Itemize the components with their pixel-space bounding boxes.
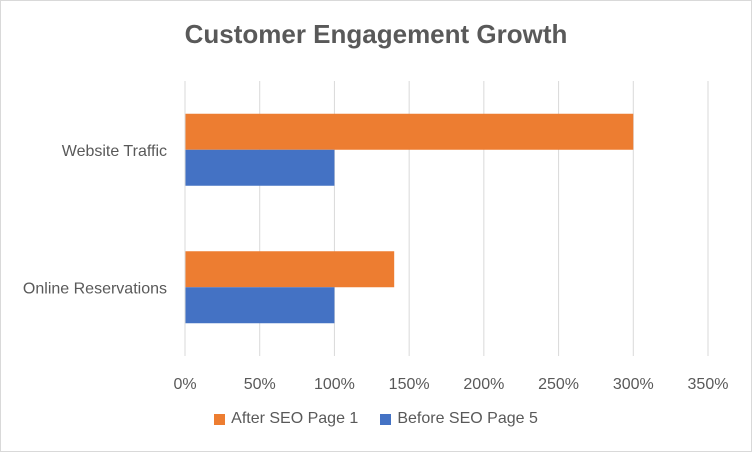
bar-before-seo-page-5-website-traffic: [185, 149, 335, 186]
legend-label-after: After SEO Page 1: [231, 410, 359, 427]
bar-after-seo-page-1-online-reservations: [185, 251, 395, 288]
bar-before-seo-page-5-online-reservations: [185, 287, 335, 324]
legend-item-after: After SEO Page 1: [214, 410, 358, 428]
legend-swatch-after: [214, 413, 226, 425]
y-category-label-1: Website Traffic: [62, 143, 167, 160]
x-tick-label-2: 100%: [314, 376, 355, 393]
x-tick-label-7: 350%: [688, 376, 729, 393]
chart-title: Customer Engagement Growth: [184, 19, 568, 49]
x-tick-label-3: 150%: [389, 376, 430, 393]
x-tick-label-4: 200%: [463, 376, 504, 393]
x-tick-label-0: 0%: [173, 376, 196, 393]
legend-swatch-before: [380, 413, 392, 425]
x-tick-label-6: 300%: [613, 376, 654, 393]
legend-label-before: Before SEO Page 5: [397, 410, 538, 427]
bar-after-seo-page-1-website-traffic: [185, 113, 634, 150]
chart-legend: After SEO Page 1 Before SEO Page 5: [1, 410, 751, 428]
x-tick-label-5: 250%: [538, 376, 579, 393]
x-tick-label-1: 50%: [244, 376, 276, 393]
legend-item-before: Before SEO Page 5: [380, 410, 538, 428]
y-category-label-0: Online Reservations: [23, 280, 167, 297]
